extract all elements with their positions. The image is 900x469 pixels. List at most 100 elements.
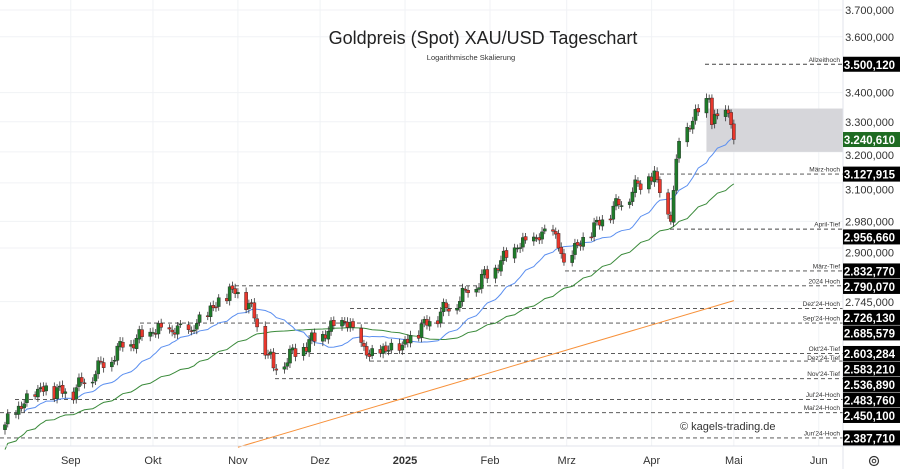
candle-body [247, 303, 251, 310]
candle-body [685, 127, 690, 143]
candle-body [575, 242, 580, 246]
candle-body [271, 352, 276, 369]
candle-body [326, 330, 331, 340]
level-price-label: 3.127,915 [844, 170, 896, 182]
candle-body [351, 321, 355, 328]
candle-body [93, 374, 98, 382]
candle-body [140, 329, 144, 337]
candle-body [74, 387, 79, 400]
candle-body [674, 158, 679, 191]
candle-body [570, 255, 574, 263]
candle-body [608, 218, 613, 221]
candle-body [712, 114, 717, 124]
x-tick-label: Jun [810, 455, 828, 467]
chart-title: Goldpreis (Spot) XAU/USD Tageschart [329, 28, 638, 48]
candle-body [301, 347, 306, 356]
candle-body [463, 288, 468, 291]
candle-body [455, 308, 459, 311]
level-price-box [843, 229, 900, 245]
candle-body [216, 297, 221, 307]
gear-icon[interactable] [868, 455, 880, 467]
candle-body [274, 368, 279, 371]
level-price-box [843, 56, 900, 72]
x-tick-label: Mai [725, 455, 743, 467]
candle-body [704, 98, 709, 114]
watermark: © kagels-trading.de [680, 421, 776, 433]
candle-body [211, 305, 216, 309]
chart-subtitle: Logarithmische Skalierung [427, 53, 515, 62]
candle-body [90, 381, 95, 384]
candle-body [197, 314, 202, 323]
level-name: März-hoch [809, 167, 840, 174]
candle-body [362, 343, 366, 347]
candle-body [474, 289, 479, 293]
level-price-box [843, 376, 900, 392]
candle-body [359, 328, 364, 343]
candle-body [178, 323, 183, 326]
candle-body [5, 413, 10, 425]
candle-body [690, 120, 695, 130]
candle-body [493, 267, 498, 279]
candle-body [581, 237, 585, 247]
candle-body [726, 109, 731, 114]
candle-body [408, 335, 413, 344]
level-price-box [843, 345, 900, 361]
candle-body [573, 243, 577, 255]
candle-body [499, 260, 503, 272]
candle-body [115, 345, 120, 361]
candle-body [252, 302, 257, 319]
level-name: April-Tief [814, 222, 840, 229]
candle-body [151, 332, 155, 334]
level-price-label: 2.685,579 [844, 328, 895, 340]
x-tick-label: 2025 [393, 455, 417, 467]
candle-body [285, 362, 290, 367]
level-price-box [843, 263, 900, 279]
candle-body [110, 361, 114, 368]
resistance-zone [706, 108, 843, 152]
candle-body [25, 393, 29, 403]
y-tick-label: 2.745,000 [845, 297, 894, 309]
candle-body [329, 320, 333, 332]
current-price-label: 3.240,610 [844, 135, 895, 147]
candle-body [364, 346, 369, 356]
candle-body [159, 322, 163, 328]
level-name: Dez'24-Tief [807, 355, 840, 362]
candle-body [715, 113, 720, 117]
candle-body [627, 201, 632, 205]
time-axis[interactable]: Sep Okt Nov Dez 2025 Feb Mrz Apr Mai Jun [61, 455, 828, 467]
candle-body [99, 360, 103, 363]
x-tick-label: Okt [144, 455, 161, 467]
candle-body [419, 323, 424, 338]
candle-body [732, 123, 736, 140]
candle-body [192, 329, 196, 332]
level-price-label: 2.536,890 [844, 380, 895, 392]
level-price-box [843, 278, 900, 294]
candle-body [266, 353, 270, 356]
candle-body [263, 326, 268, 356]
level-name: Jun'24-Hoch [804, 430, 841, 437]
level-name: Nov'24-Tief [807, 371, 840, 378]
y-tick-label: 2.980,000 [845, 216, 894, 228]
candle-body [386, 350, 391, 352]
candle-body [255, 318, 259, 328]
candle-body [312, 332, 317, 342]
candle-body [148, 331, 153, 337]
candle-body [466, 290, 470, 294]
candle-body [710, 97, 714, 125]
candle-body [370, 348, 374, 356]
candle-body [112, 360, 117, 362]
level-name: Okt'24-Tief [809, 346, 841, 353]
level-price-label: 2.956,660 [844, 232, 895, 244]
candle-body [460, 287, 465, 302]
candle-body [233, 288, 237, 294]
candle-body [156, 323, 161, 335]
price-axis[interactable]: 3.700,000 3.600,000 3.400,000 3.300,000 3.20… [845, 5, 894, 309]
candle-body [384, 345, 388, 352]
candle-body [438, 311, 443, 324]
candle-body [230, 285, 235, 290]
level-price-label: 2.603,284 [844, 349, 896, 361]
level-price-box [843, 392, 900, 408]
current-price-box [843, 132, 900, 148]
candle-body [96, 360, 100, 375]
